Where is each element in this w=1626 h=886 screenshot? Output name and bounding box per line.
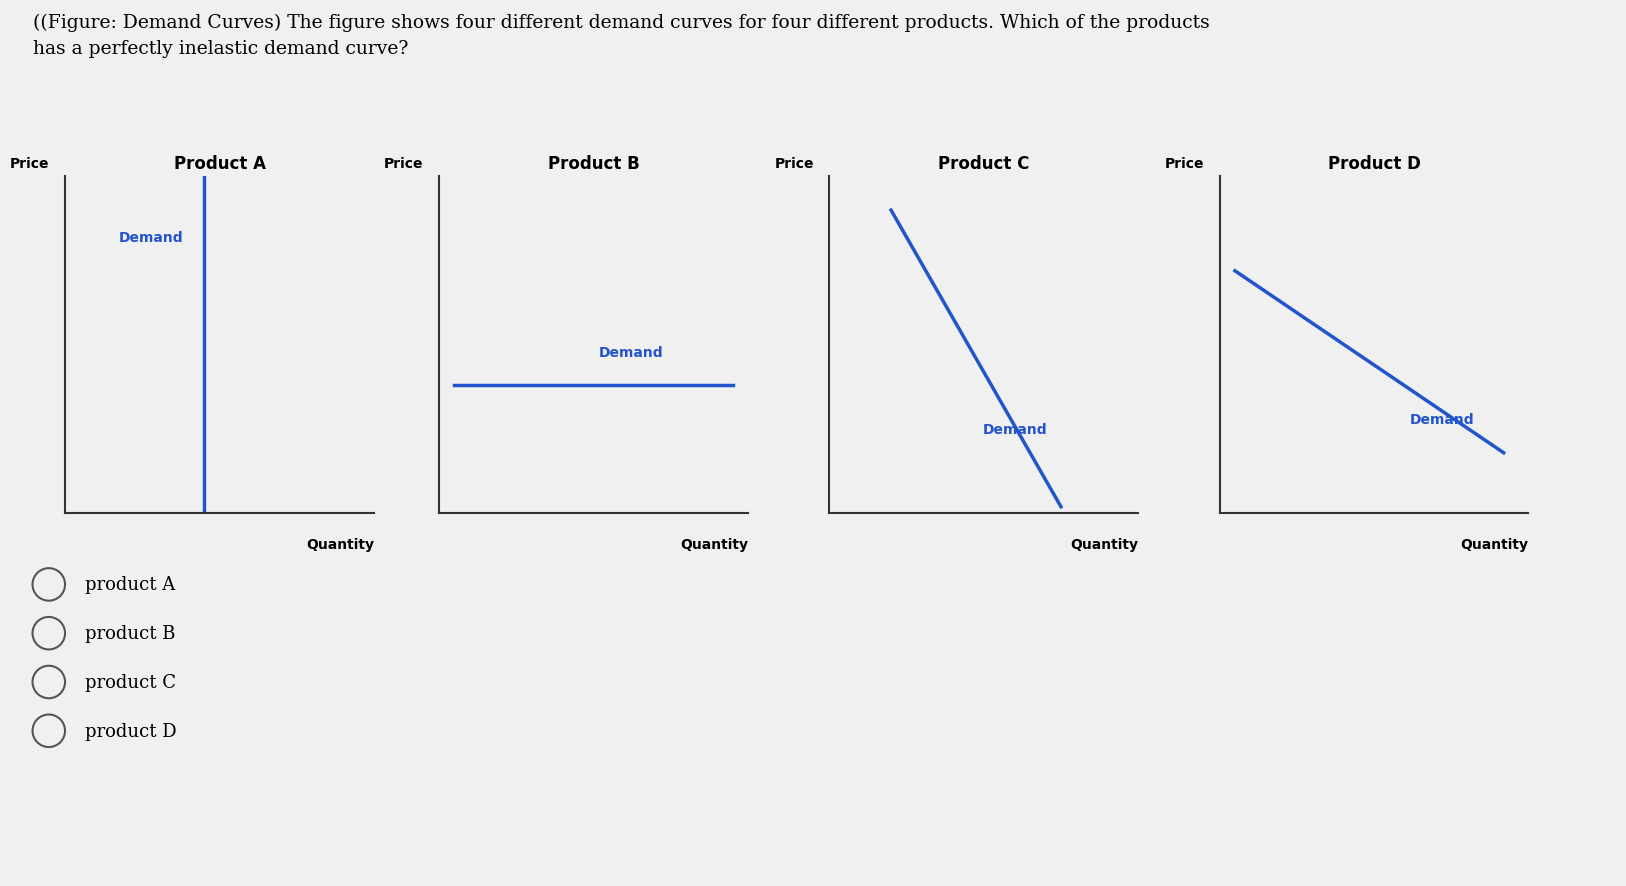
Text: Quantity: Quantity — [680, 538, 748, 551]
Text: Price: Price — [774, 157, 813, 170]
Text: Demand: Demand — [598, 346, 663, 359]
Text: Demand: Demand — [119, 231, 184, 245]
Title: Product C: Product C — [938, 155, 1029, 173]
Text: Quantity: Quantity — [1070, 538, 1138, 551]
Title: Product D: Product D — [1327, 155, 1421, 173]
Text: Price: Price — [1164, 157, 1203, 170]
Text: product B: product B — [85, 625, 176, 642]
Text: Demand: Demand — [1410, 413, 1475, 426]
Text: Quantity: Quantity — [1460, 538, 1528, 551]
Text: Demand: Demand — [982, 423, 1047, 437]
Title: Product A: Product A — [174, 155, 265, 173]
Title: Product B: Product B — [548, 155, 639, 173]
Text: has a perfectly inelastic demand curve?: has a perfectly inelastic demand curve? — [33, 40, 408, 58]
Text: product C: product C — [85, 673, 176, 691]
Text: Price: Price — [10, 157, 49, 170]
Text: ((Figure: Demand Curves) The figure shows four different demand curves for four : ((Figure: Demand Curves) The figure show… — [33, 13, 1210, 32]
Text: Price: Price — [384, 157, 423, 170]
Text: Quantity: Quantity — [306, 538, 374, 551]
Text: product A: product A — [85, 576, 176, 594]
Text: product D: product D — [85, 722, 176, 740]
